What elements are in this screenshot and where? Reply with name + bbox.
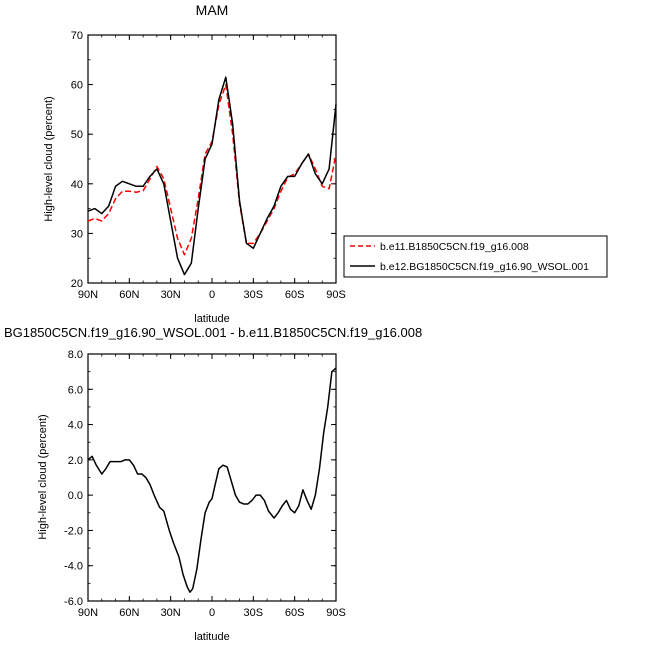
legend: b.e11.B1850C5CN.f19_g16.008 b.e12.BG1850… (343, 235, 608, 278)
bottom-y-tick-label: 8.0 (68, 349, 83, 361)
top-chart: MAM 90N 60N 30N 0 30S 60S 90S 20 30 40 50 60 70 lati… (43, 2, 346, 325)
top-series-lines (87, 76, 337, 276)
bottom-x-tick-label: 30N (161, 607, 181, 619)
bottom-x-tick-label: 90S (326, 607, 346, 619)
bottom-x-axis-label: latitude (194, 631, 229, 643)
bottom-y-tick-label: 4.0 (68, 420, 83, 432)
bottom-axis-ticks: 90N 60N 30N 0 30S 60S 90S -6.0 -4.0 -2.0 0.0 2.0 4.0… (64, 349, 346, 619)
top-y-axis-label: High-level cloud (percent) (43, 96, 55, 221)
bottom-chart-title: BG1850C5CN.f19_g16.90_WSOL.001 - b.e11.B… (4, 325, 422, 340)
top-series-line-1 (87, 76, 337, 276)
bottom-series-line-0 (87, 367, 337, 593)
bottom-y-tick-label: 6.0 (68, 384, 83, 396)
legend-label-b-e12: b.e12.BG1850C5CN.f19_g16.90_WSOL.001 (380, 261, 589, 273)
bottom-y-tick-label: -4.0 (64, 561, 83, 573)
top-x-tick-label: 0 (209, 289, 215, 301)
bottom-chart: BG1850C5CN.f19_g16.90_WSOL.001 - b.e11.B… (4, 325, 422, 643)
top-y-tick-label: 20 (71, 278, 83, 290)
bottom-series-lines (87, 367, 337, 593)
top-y-tick-label: 30 (71, 228, 83, 240)
bottom-plot-frame (87, 353, 337, 602)
top-x-tick-label: 30S (244, 289, 264, 301)
bottom-y-tick-label: -2.0 (64, 525, 83, 537)
top-y-tick-label: 40 (71, 179, 83, 191)
top-x-tick-label: 30N (161, 289, 181, 301)
top-y-tick-label: 50 (71, 129, 83, 141)
top-y-tick-label: 70 (71, 30, 83, 42)
legend-label-b-e11: b.e11.B1850C5CN.f19_g16.008 (380, 241, 529, 253)
bottom-y-tick-label: 0.0 (68, 490, 83, 502)
top-y-tick-label: 60 (71, 80, 83, 92)
bottom-x-tick-label: 60N (119, 607, 139, 619)
bottom-y-tick-label: -6.0 (64, 596, 83, 608)
bottom-x-tick-label: 0 (209, 607, 215, 619)
legend-box (343, 235, 608, 278)
top-x-tick-label: 90S (326, 289, 346, 301)
top-x-tick-label: 60N (119, 289, 139, 301)
top-x-tick-label: 90N (78, 289, 98, 301)
bottom-y-tick-label: 2.0 (68, 455, 83, 467)
bottom-x-tick-label: 30S (244, 607, 264, 619)
top-chart-title: MAM (196, 2, 229, 18)
top-x-axis-label: latitude (194, 313, 229, 325)
top-axis-ticks: 90N 60N 30N 0 30S 60S 90S 20 30 40 50 60 70 (71, 30, 346, 301)
top-plot-frame (87, 34, 337, 284)
bottom-x-tick-label: 60S (285, 607, 305, 619)
bottom-x-tick-label: 90N (78, 607, 98, 619)
bottom-y-axis-label: High-level cloud (percent) (37, 414, 49, 539)
top-x-tick-label: 60S (285, 289, 305, 301)
